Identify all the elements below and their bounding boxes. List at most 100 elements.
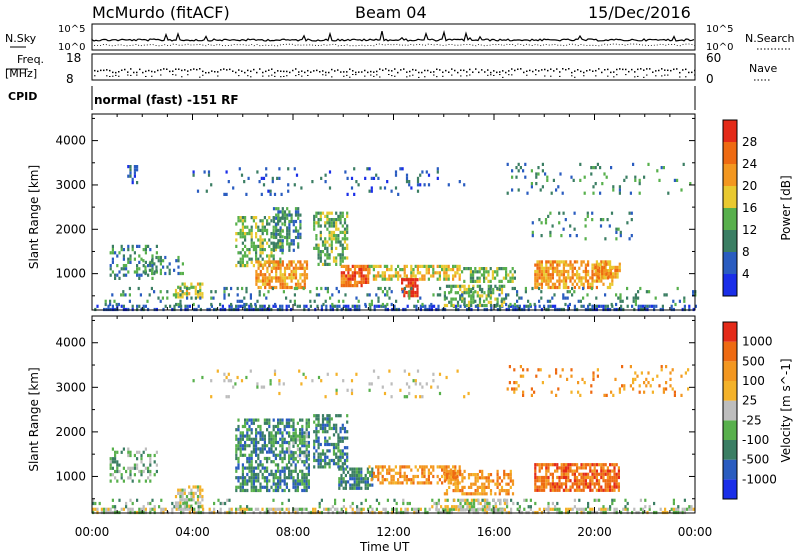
range-cell bbox=[303, 460, 306, 464]
range-cell bbox=[190, 285, 193, 289]
range-cell bbox=[319, 211, 322, 215]
range-cell bbox=[179, 504, 182, 508]
range-cell bbox=[366, 477, 369, 481]
range-cell bbox=[301, 418, 304, 422]
colorbar-segment bbox=[723, 420, 737, 440]
range-cell bbox=[283, 273, 287, 277]
range-cell bbox=[257, 424, 260, 429]
range-cell bbox=[241, 257, 244, 261]
range-cell bbox=[584, 279, 587, 283]
range-cell bbox=[332, 458, 336, 463]
range-cell bbox=[616, 269, 619, 273]
range-cell bbox=[480, 273, 483, 277]
range-cell bbox=[461, 270, 464, 274]
range-cell bbox=[199, 282, 202, 286]
range-cell bbox=[626, 296, 629, 300]
range-cell bbox=[335, 414, 338, 418]
range-cell bbox=[261, 431, 264, 435]
range-cell bbox=[388, 465, 391, 469]
range-cell bbox=[571, 269, 574, 274]
range-cell bbox=[353, 473, 356, 478]
range-cell bbox=[192, 379, 195, 383]
range-cell bbox=[368, 271, 371, 275]
range-cell bbox=[536, 475, 539, 480]
range-cell bbox=[355, 483, 358, 487]
range-cell bbox=[602, 488, 605, 492]
range-cell bbox=[245, 286, 248, 291]
range-cell bbox=[408, 372, 411, 376]
range-cell bbox=[330, 218, 333, 222]
range-cell bbox=[347, 284, 350, 288]
range-cell bbox=[595, 463, 598, 467]
range-cell bbox=[589, 488, 592, 492]
range-cell bbox=[259, 431, 262, 435]
range-cell bbox=[535, 175, 538, 179]
range-cell bbox=[606, 475, 609, 480]
range-cell bbox=[395, 299, 398, 303]
range-cell bbox=[630, 211, 633, 215]
range-cell bbox=[452, 465, 455, 469]
range-cell bbox=[569, 263, 572, 267]
range-cell bbox=[603, 269, 606, 273]
range-cell bbox=[606, 304, 609, 308]
range-cell bbox=[605, 262, 608, 266]
range-cell bbox=[392, 474, 395, 479]
range-cell bbox=[517, 162, 520, 166]
range-cell bbox=[643, 175, 646, 179]
range-cell bbox=[377, 465, 380, 469]
range-cell bbox=[587, 482, 590, 486]
range-cell bbox=[578, 498, 581, 502]
freq-point bbox=[364, 69, 366, 72]
nave-point bbox=[172, 74, 174, 76]
range-cell bbox=[540, 466, 543, 470]
range-cell bbox=[136, 165, 139, 169]
range-cell bbox=[140, 460, 143, 464]
range-cell bbox=[111, 304, 114, 308]
range-cell bbox=[421, 468, 424, 472]
range-cell bbox=[248, 444, 251, 448]
range-cell bbox=[236, 286, 239, 291]
range-cell bbox=[224, 501, 227, 506]
range-cell bbox=[386, 468, 389, 472]
range-cell bbox=[320, 286, 323, 291]
range-cell bbox=[558, 466, 561, 470]
range-cell bbox=[447, 481, 450, 485]
range-cell bbox=[248, 456, 251, 461]
range-cell bbox=[371, 483, 374, 487]
range-cell bbox=[500, 479, 504, 483]
range-cell bbox=[672, 501, 675, 506]
range-cell bbox=[443, 492, 446, 496]
range-cell bbox=[288, 488, 291, 493]
range-cell bbox=[149, 479, 152, 483]
range-cell bbox=[443, 268, 446, 272]
range-cell bbox=[351, 304, 354, 308]
range-cell bbox=[301, 266, 304, 270]
range-cell bbox=[529, 498, 532, 502]
range-cell bbox=[551, 276, 554, 280]
range-cell bbox=[582, 507, 585, 511]
range-cell bbox=[454, 476, 457, 480]
range-cell bbox=[111, 460, 114, 464]
freq-point bbox=[481, 69, 483, 71]
range-cell bbox=[472, 300, 475, 304]
range-cell bbox=[390, 382, 393, 386]
range-cell bbox=[632, 296, 635, 300]
range-cell bbox=[545, 466, 548, 470]
range-cell bbox=[368, 465, 371, 469]
range-cell bbox=[478, 485, 482, 489]
range-cell bbox=[332, 221, 336, 225]
range-cell bbox=[453, 498, 456, 502]
range-cell bbox=[317, 458, 320, 463]
range-cell bbox=[328, 417, 331, 421]
range-cell bbox=[463, 291, 466, 295]
range-cell bbox=[615, 230, 618, 234]
range-cell bbox=[125, 501, 128, 506]
range-cell bbox=[246, 479, 249, 483]
freq-point bbox=[586, 70, 588, 72]
range-cell bbox=[565, 279, 568, 283]
range-cell bbox=[342, 271, 346, 275]
range-cell bbox=[183, 285, 186, 289]
range-cell bbox=[603, 172, 606, 176]
nave-point bbox=[298, 74, 300, 76]
range-cell bbox=[92, 501, 95, 506]
